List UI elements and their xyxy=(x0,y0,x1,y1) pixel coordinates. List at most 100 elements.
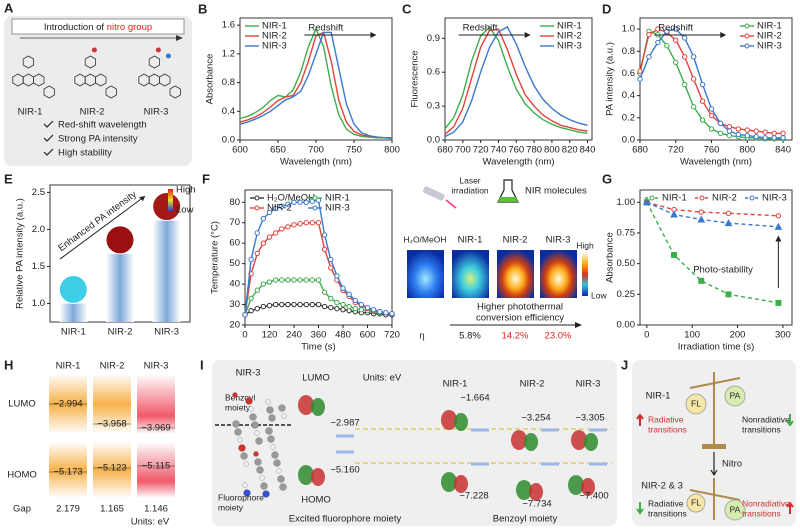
energy-value: −7.400 xyxy=(579,491,608,502)
efficiency: 23.0% xyxy=(545,331,572,342)
legend-label: NIR-3 xyxy=(557,41,582,52)
atom xyxy=(255,437,263,445)
annotation-arrow xyxy=(59,195,146,260)
marker xyxy=(254,305,260,312)
legend-marker xyxy=(699,195,705,201)
atom xyxy=(245,397,253,405)
x-tick-label: NIR-3 xyxy=(154,327,179,338)
x-tick-label: 680 xyxy=(437,145,453,156)
marker xyxy=(248,307,254,314)
atom xyxy=(279,483,287,491)
colorbar-label: High xyxy=(576,240,594,250)
legend-label: NIR-2 xyxy=(557,31,582,42)
x-tick-label: 240 xyxy=(286,330,302,341)
gap-value: 1.146 xyxy=(144,504,168,515)
marker xyxy=(771,130,777,137)
x-tick-label: 800 xyxy=(739,145,755,156)
plot-frame xyxy=(444,17,593,141)
marker xyxy=(762,129,768,135)
marker xyxy=(297,277,303,283)
moiety-label: Benzoyl xyxy=(225,392,255,402)
marker xyxy=(780,130,786,137)
y-tick-label: 0.75 xyxy=(617,227,636,238)
atom xyxy=(265,427,273,435)
atom xyxy=(243,489,251,497)
panel-letter: H xyxy=(4,357,13,372)
y-axis-label: Absorbance xyxy=(205,54,216,105)
column-header: NIR-3 xyxy=(144,361,169,372)
gap-value: 2.179 xyxy=(56,504,80,515)
marker xyxy=(775,213,782,219)
legend-label: NIR-1 xyxy=(262,21,287,32)
energy-value: −5.123 xyxy=(97,463,126,474)
efficiency: 5.8% xyxy=(459,331,481,342)
caption: conversion efficiency xyxy=(476,313,564,324)
atom xyxy=(268,414,276,422)
ring xyxy=(22,55,34,69)
marker xyxy=(753,133,759,140)
y-axis-label: Temperature (°C) xyxy=(210,221,221,294)
atom xyxy=(262,490,270,498)
orbital-lobe xyxy=(511,430,527,450)
marker xyxy=(279,226,285,232)
legend-label: NIR-3 xyxy=(762,193,787,204)
column-header: NIR-3 xyxy=(576,379,601,390)
y-tick-label: 80 xyxy=(229,197,240,208)
marker xyxy=(272,301,279,308)
y-tick-label: 0.9 xyxy=(427,33,440,44)
orbitals xyxy=(298,395,607,501)
marker xyxy=(699,98,706,104)
scale-label: High xyxy=(176,185,196,196)
marker xyxy=(279,301,285,308)
flask-liquid xyxy=(498,197,518,202)
y-tick-label: 1.00 xyxy=(617,197,636,208)
atom xyxy=(253,451,259,457)
marker xyxy=(673,59,679,66)
x-tick-label: 600 xyxy=(232,145,248,156)
y-tick-label: 0.8 xyxy=(622,46,635,57)
orbital-lobe xyxy=(311,398,325,416)
marker xyxy=(340,301,346,308)
energy-value: −7.228 xyxy=(459,491,488,502)
legend-marker xyxy=(312,195,318,201)
marker xyxy=(646,31,652,38)
atom xyxy=(254,430,260,436)
molecules xyxy=(12,47,181,99)
panel-letter: E xyxy=(4,171,13,186)
series-line xyxy=(239,31,392,139)
energy-value: −2.987 xyxy=(330,418,359,429)
marker xyxy=(279,277,285,283)
x-tick-label: 720 xyxy=(473,145,489,156)
units: Units: eV xyxy=(363,373,402,384)
marker xyxy=(642,198,651,206)
annotation-arrowhead xyxy=(524,32,531,38)
panel-letter: J xyxy=(621,357,628,372)
nitro-atom xyxy=(91,47,97,53)
series-line xyxy=(646,201,779,304)
atom xyxy=(238,444,246,452)
marker xyxy=(735,131,742,138)
atom xyxy=(273,459,281,467)
legend-label: NIR-3 xyxy=(262,41,287,52)
series-line xyxy=(646,201,779,217)
marker xyxy=(297,199,303,205)
marker xyxy=(725,210,732,217)
energy-value: −5.173 xyxy=(53,467,82,478)
transition-label: transitions xyxy=(742,424,781,434)
transition-label: transitions xyxy=(648,508,687,518)
laser-panel: Laser irradiation NIR molecules H₂O/MeOH… xyxy=(404,175,608,341)
down-arrow xyxy=(636,502,644,515)
legend-label: NIR-2 xyxy=(712,193,737,204)
marker xyxy=(655,26,661,32)
orbital-lobe xyxy=(311,468,325,486)
marker xyxy=(328,295,334,302)
marker xyxy=(637,76,643,82)
marker xyxy=(725,291,732,298)
series-line xyxy=(239,31,392,139)
bar xyxy=(59,303,88,322)
y-tick-label: 50 xyxy=(229,258,240,269)
pa-label: PA xyxy=(730,504,741,514)
y-tick-label: 0.0 xyxy=(222,135,235,146)
plot-frame xyxy=(639,189,793,326)
marker xyxy=(260,303,267,310)
